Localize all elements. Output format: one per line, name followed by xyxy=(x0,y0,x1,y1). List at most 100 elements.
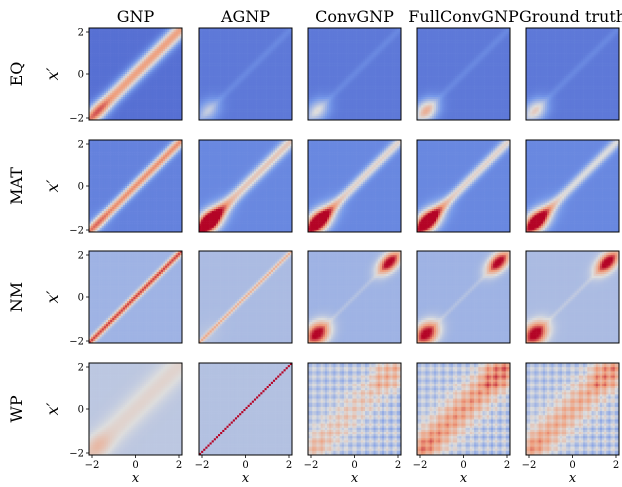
heatmap-cell xyxy=(127,43,129,45)
heatmap-cell xyxy=(216,114,218,116)
heatmap-cell xyxy=(254,105,256,107)
heatmap-cell xyxy=(127,41,129,43)
heatmap-cell xyxy=(233,45,235,47)
heatmap-cell xyxy=(121,38,123,40)
heatmap-cell xyxy=(119,99,121,101)
heatmap-cell xyxy=(146,80,148,82)
heatmap-cell xyxy=(235,55,237,57)
heatmap-cell xyxy=(284,112,286,114)
heatmap-cell xyxy=(178,70,180,72)
heatmap-cell xyxy=(138,107,140,109)
heatmap-cell xyxy=(150,68,152,70)
heatmap-cell xyxy=(218,114,220,116)
heatmap-cell xyxy=(136,66,138,68)
heatmap-cell xyxy=(176,53,178,55)
heatmap-cell xyxy=(142,36,144,38)
heatmap-cell xyxy=(148,43,150,45)
heatmap-cell xyxy=(146,107,148,109)
heatmap-cell xyxy=(284,82,286,84)
heatmap-cell xyxy=(167,36,169,38)
heatmap-cell xyxy=(102,93,104,95)
heatmap-cell xyxy=(212,55,214,57)
heatmap-cell xyxy=(142,93,144,95)
heatmap-cell xyxy=(131,49,133,51)
heatmap-cell xyxy=(125,53,127,55)
heatmap-cell xyxy=(123,64,125,66)
heatmap-cell xyxy=(241,78,243,80)
heatmap-cell xyxy=(167,80,169,82)
heatmap-cell xyxy=(256,59,258,61)
heatmap-cell xyxy=(310,30,312,32)
heatmap-cell xyxy=(127,95,129,97)
heatmap-cell xyxy=(165,101,167,103)
heatmap-cell xyxy=(144,76,146,78)
heatmap-cell xyxy=(110,66,112,68)
heatmap-cell xyxy=(273,61,275,63)
heatmap-cell xyxy=(119,78,121,80)
heatmap-cell xyxy=(248,59,250,61)
heatmap-cell xyxy=(108,82,110,84)
heatmap-cell xyxy=(267,59,269,61)
heatmap-cell xyxy=(140,51,142,53)
heatmap-cell xyxy=(286,93,288,95)
heatmap-cell xyxy=(138,68,140,70)
heatmap-cell xyxy=(163,57,165,59)
heatmap-cell xyxy=(212,101,214,103)
heatmap-cell xyxy=(288,103,290,105)
heatmap-cell xyxy=(220,82,222,84)
heatmap-cell xyxy=(224,34,226,36)
heatmap-cell xyxy=(123,105,125,107)
heatmap-cell xyxy=(269,30,271,32)
heatmap-cell xyxy=(176,51,178,53)
heatmap-cell xyxy=(104,110,106,112)
heatmap-cell xyxy=(224,72,226,74)
heatmap-cell xyxy=(233,101,235,103)
heatmap-cell xyxy=(275,84,277,86)
heatmap-cell xyxy=(159,82,161,84)
heatmap-cell xyxy=(241,112,243,114)
heatmap-cell xyxy=(265,45,267,47)
heatmap-cell xyxy=(116,74,118,76)
heatmap-cell xyxy=(93,59,95,61)
heatmap-cell xyxy=(116,78,118,80)
heatmap-cell xyxy=(310,38,312,40)
heatmap-cell xyxy=(114,34,116,36)
heatmap-cell xyxy=(171,68,173,70)
heatmap-cell xyxy=(148,95,150,97)
heatmap-cell xyxy=(176,72,178,74)
heatmap-cell xyxy=(129,53,131,55)
heatmap-cell xyxy=(171,87,173,89)
heatmap-cell xyxy=(114,68,116,70)
heatmap-cell xyxy=(275,49,277,51)
heatmap-cell xyxy=(267,45,269,47)
heatmap-cell xyxy=(220,103,222,105)
heatmap-panel xyxy=(199,28,292,120)
heatmap-cell xyxy=(235,99,237,101)
heatmap-cell xyxy=(237,55,239,57)
heatmap-cell xyxy=(165,103,167,105)
heatmap-cell xyxy=(203,51,205,53)
heatmap-cell xyxy=(207,105,209,107)
heatmap-cell xyxy=(201,103,203,105)
heatmap-cell xyxy=(248,82,250,84)
heatmap-cell xyxy=(235,30,237,32)
heatmap-cell xyxy=(201,78,203,80)
heatmap-cell xyxy=(123,112,125,114)
heatmap-cell xyxy=(100,101,102,103)
heatmap-cell xyxy=(112,91,114,93)
heatmap-cell xyxy=(233,112,235,114)
heatmap-cell xyxy=(310,55,312,57)
heatmap-cell xyxy=(131,53,133,55)
heatmap-cell xyxy=(237,93,239,95)
heatmap-cell xyxy=(91,34,93,36)
heatmap-cell xyxy=(129,99,131,101)
heatmap-cell xyxy=(252,30,254,32)
heatmap-cell xyxy=(250,84,252,86)
heatmap-cell xyxy=(243,34,245,36)
heatmap-cell xyxy=(203,103,205,105)
heatmap-cell xyxy=(233,64,235,66)
heatmap-cell xyxy=(171,110,173,112)
heatmap-cell xyxy=(241,74,243,76)
heatmap-cell xyxy=(161,64,163,66)
heatmap-cell xyxy=(271,110,273,112)
